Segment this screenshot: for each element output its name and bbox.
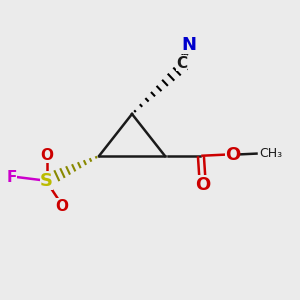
Text: O: O xyxy=(225,146,240,164)
Text: N: N xyxy=(182,36,196,54)
Text: O: O xyxy=(40,148,53,163)
Text: O: O xyxy=(195,176,210,194)
Text: C: C xyxy=(176,56,187,70)
Text: O: O xyxy=(55,199,68,214)
Text: CH₃: CH₃ xyxy=(259,147,282,160)
Text: F: F xyxy=(7,170,17,185)
Text: S: S xyxy=(40,172,53,190)
